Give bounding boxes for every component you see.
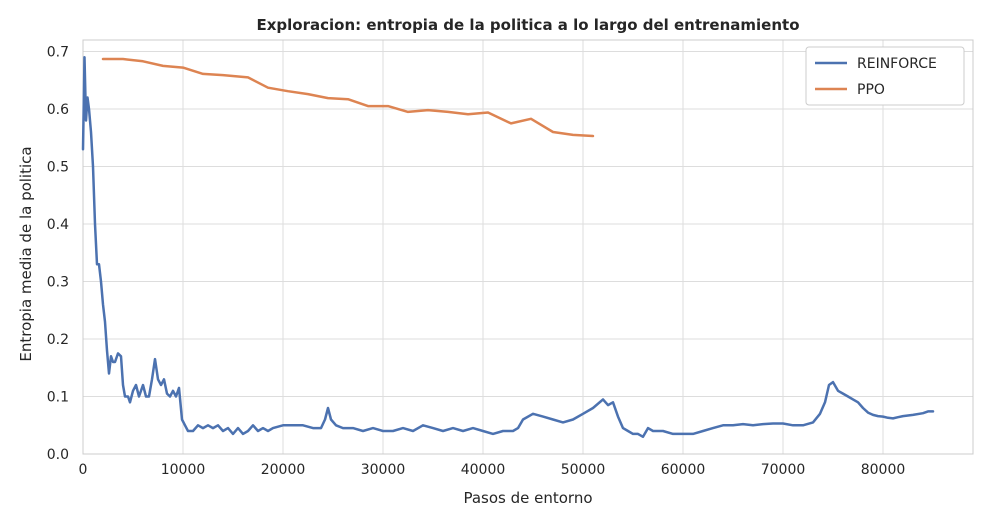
legend-box (805, 46, 965, 106)
x-tick-label: 50000 (561, 462, 606, 478)
y-tick-label: 0.4 (47, 217, 69, 233)
series-lines (81, 56, 935, 439)
legend: REINFORCE PPO (805, 46, 965, 106)
x-tick-label: 20000 (261, 462, 306, 478)
y-axis-label: Entropia media de la politica (17, 146, 35, 361)
plot-area (82, 39, 974, 455)
y-axis: 0.0 0.1 0.2 0.3 0.4 0.5 0.6 0.7 (47, 45, 69, 464)
legend-label-ppo: PPO (857, 82, 885, 98)
y-tick-label: 0.1 (47, 390, 69, 406)
y-tick-label: 0.2 (47, 332, 69, 348)
chart-title: Exploracion: entropia de la politica a l… (256, 16, 799, 34)
series-line-ppo (101, 57, 595, 138)
x-tick-label: 60000 (661, 462, 706, 478)
y-tick-label: 0.3 (47, 275, 69, 291)
y-tick-label: 0.0 (47, 447, 69, 463)
series-line-reinforce (81, 56, 935, 439)
x-tick-label: 40000 (461, 462, 506, 478)
y-tick-label: 0.5 (47, 160, 69, 176)
legend-label-reinforce: REINFORCE (857, 56, 937, 72)
y-tick-label: 0.7 (47, 45, 69, 61)
x-tick-label: 70000 (761, 462, 806, 478)
x-axis-label: Pasos de entorno (463, 489, 592, 507)
x-axis: 0 10000 20000 30000 40000 50000 60000 70000 8000… (79, 462, 906, 478)
x-tick-label: 10000 (161, 462, 206, 478)
x-tick-label: 30000 (361, 462, 406, 478)
x-tick-label: 0 (79, 462, 88, 478)
x-tick-label: 80000 (861, 462, 906, 478)
y-tick-label: 0.6 (47, 102, 69, 118)
